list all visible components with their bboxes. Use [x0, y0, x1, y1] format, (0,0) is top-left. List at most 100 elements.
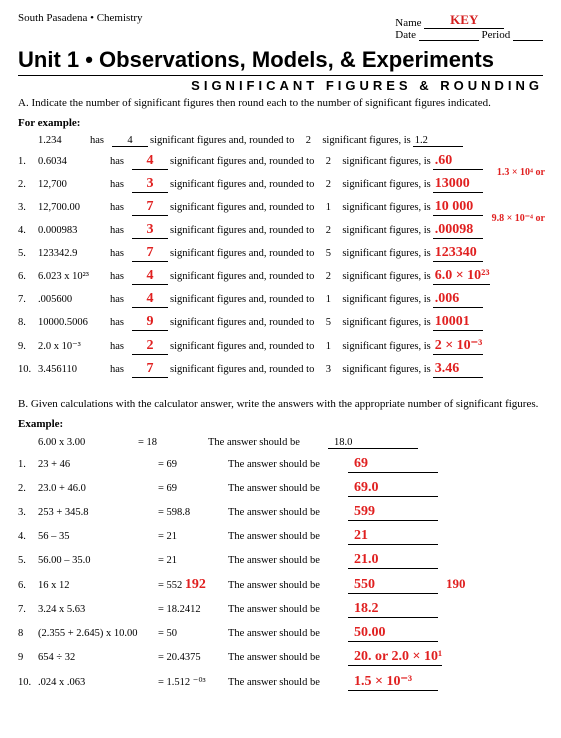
has-label: has	[90, 135, 110, 146]
given-value: 123342.9	[38, 248, 110, 259]
example-a-label: For example:	[18, 117, 543, 129]
given-value: 0.6034	[38, 156, 110, 167]
mid-text: significant figures and, rounded to	[170, 294, 314, 305]
mid-text: significant figures and, rounded to	[170, 248, 314, 259]
has-label: has	[110, 294, 130, 305]
rounded-answer: .00098	[433, 222, 483, 239]
section-b-instruction: B. Given calculations with the calculato…	[18, 398, 543, 410]
has-label: has	[110, 364, 130, 375]
round-to: 1	[320, 294, 336, 305]
sigfig-count: 4	[132, 153, 168, 170]
expression: 16 x 12	[38, 580, 158, 591]
calc-result: = 1.512 ⁻⁰³	[158, 676, 228, 688]
row-number: 4.	[18, 531, 38, 542]
calc-row: 6.00 x 3.00= 18The answer should be18.0	[18, 437, 543, 449]
should-be-label: The answer should be	[228, 507, 348, 518]
tail-text: significant figures, is	[342, 364, 430, 375]
calc-result: = 552 192	[158, 577, 228, 593]
expression: 56.00 – 35.0	[38, 555, 158, 566]
row-number: 8	[18, 628, 38, 639]
calc-result: = 21	[158, 531, 228, 542]
final-answer: 1.5 × 10⁻³	[348, 673, 438, 691]
should-be-label: The answer should be	[228, 459, 348, 470]
tail-text: significant figures, is	[342, 271, 430, 282]
row-number: 10.	[18, 364, 38, 375]
should-be-label: The answer should be	[228, 531, 348, 542]
expression: 23.0 + 46.0	[38, 483, 158, 494]
rounded-answer: 123340	[433, 245, 483, 262]
period-label: Period	[482, 29, 511, 41]
sigfig-row: 3.12,700.00has7 significant figures and,…	[18, 199, 543, 216]
sigfig-count: 9	[132, 314, 168, 331]
rounded-answer: 3.46	[433, 361, 483, 378]
margin-annotation: 1.3 × 10⁴ or	[497, 167, 545, 178]
rounded-answer: 6.0 × 10²³	[433, 268, 490, 285]
date-label: Date	[395, 29, 416, 41]
has-label: has	[110, 225, 130, 236]
round-to: 3	[320, 364, 336, 375]
date-field	[419, 40, 479, 41]
calc-row: 8(2.355 + 2.645) x 10.00= 50The answer s…	[18, 625, 543, 642]
sigfig-row: 5.123342.9has7 significant figures and, …	[18, 245, 543, 262]
unit-title: Unit 1 • Observations, Models, & Experim…	[18, 47, 543, 73]
calc-row: 9654 ÷ 32= 20.4375The answer should be20…	[18, 649, 543, 666]
final-answer: 50.00	[348, 625, 438, 642]
calc-result: = 18	[138, 437, 208, 448]
row-number: 1.	[18, 459, 38, 470]
should-be-label: The answer should be	[228, 580, 348, 591]
rounded-answer: .006	[433, 291, 483, 308]
final-answer: 20. or 2.0 × 10¹	[348, 649, 442, 666]
mid-text: significant figures and, rounded to	[170, 202, 314, 213]
given-value: 1.234	[18, 135, 90, 146]
sigfig-count: 4	[132, 268, 168, 285]
answer-extra: 190	[446, 576, 466, 592]
sigfig-row: 1.0.6034has4 significant figures and, ro…	[18, 153, 543, 170]
round-to: 2	[300, 135, 316, 146]
sigfig-count: 2	[132, 338, 168, 355]
calc-row: 5.56.00 – 35.0= 21The answer should be21…	[18, 552, 543, 569]
row-number: 1.	[18, 156, 38, 167]
final-answer: 21.0	[348, 552, 438, 569]
round-to: 1	[320, 341, 336, 352]
expression: 6.00 x 3.00	[18, 437, 138, 448]
row-number: 7.	[18, 604, 38, 615]
final-answer: 599	[348, 504, 438, 521]
calc-row: 6.16 x 12= 552 192The answer should be55…	[18, 576, 543, 594]
sigfig-row: 4.0.000983has3 significant figures and, …	[18, 222, 543, 239]
should-be-label: The answer should be	[228, 652, 348, 663]
calc-row: 10..024 x .063= 1.512 ⁻⁰³The answer shou…	[18, 673, 543, 691]
mid-text: significant figures and, rounded to	[170, 364, 314, 375]
has-label: has	[110, 179, 130, 190]
expression: 56 – 35	[38, 531, 158, 542]
final-answer: 18.0	[328, 437, 418, 449]
given-value: 12,700.00	[38, 202, 110, 213]
has-label: has	[110, 271, 130, 282]
mid-text: significant figures and, rounded to	[170, 156, 314, 167]
has-label: has	[110, 248, 130, 259]
tail-text: significant figures, is	[322, 135, 410, 146]
margin-annotation: 9.8 × 10⁻⁴ or	[492, 213, 545, 224]
final-answer: 550	[348, 577, 438, 594]
sigfig-count: 7	[132, 245, 168, 262]
expression: (2.355 + 2.645) x 10.00	[38, 628, 158, 639]
name-label: Name	[395, 17, 421, 29]
round-to: 2	[320, 225, 336, 236]
mid-text: significant figures and, rounded to	[170, 179, 314, 190]
section-a-instruction: A. Indicate the number of significant fi…	[18, 97, 543, 109]
mid-text: significant figures and, rounded to	[150, 135, 294, 146]
worksheet-subtitle: SIGNIFICANT FIGURES & ROUNDING	[18, 78, 543, 93]
should-be-label: The answer should be	[228, 628, 348, 639]
mid-text: significant figures and, rounded to	[170, 225, 314, 236]
section-b-rows: 6.00 x 3.00= 18The answer should be18.01…	[18, 437, 543, 691]
rounded-answer: 1.2	[413, 135, 463, 147]
sigfig-row: 2.12,700has3 significant figures and, ro…	[18, 176, 543, 193]
sigfig-row: 7..005600has4 significant figures and, r…	[18, 291, 543, 308]
calc-result: = 69	[158, 483, 228, 494]
expression: 23 + 46	[38, 459, 158, 470]
final-answer: 21	[348, 528, 438, 545]
round-to: 1	[320, 202, 336, 213]
row-number: 8.	[18, 317, 38, 328]
tail-text: significant figures, is	[342, 248, 430, 259]
tail-text: significant figures, is	[342, 317, 430, 328]
rounded-answer: 10001	[433, 314, 483, 331]
